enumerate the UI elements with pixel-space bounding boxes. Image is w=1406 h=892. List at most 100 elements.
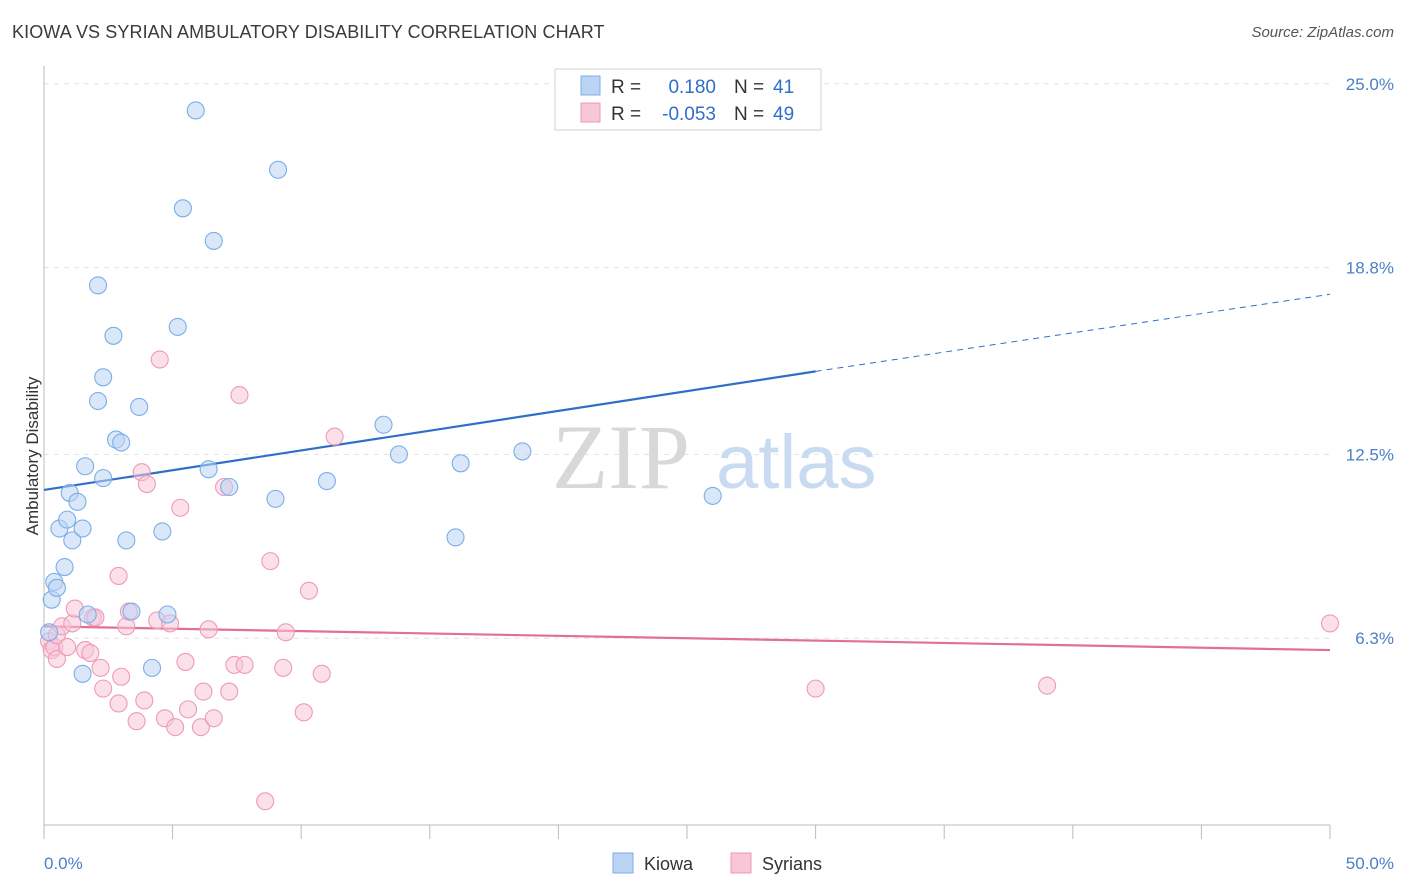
point-kiowa-12 — [76, 457, 95, 476]
data-points — [40, 101, 1340, 811]
grid-lines — [44, 83, 1330, 639]
legend-swatch-syrians — [580, 102, 601, 123]
point-syrians-28 — [166, 718, 185, 737]
y-tick-labels: 6.3% 12.5% 18.8% 25.0% — [1346, 75, 1394, 648]
legend-n-value-syrians: 49 — [773, 104, 794, 125]
point-kiowa-39 — [451, 454, 470, 473]
series-legend-swatch-kiowa — [612, 852, 634, 874]
source-credit: Source: ZipAtlas.com — [1251, 24, 1394, 41]
point-kiowa-21 — [117, 531, 136, 550]
point-kiowa-35 — [317, 472, 336, 491]
watermark-atlas: atlas — [716, 420, 877, 505]
point-kiowa-17 — [94, 469, 113, 488]
y-tick-label-3: 25.0% — [1346, 75, 1394, 94]
point-syrians-44 — [276, 623, 295, 642]
point-kiowa-32 — [220, 477, 239, 497]
legend-swatch-kiowa — [580, 75, 601, 96]
point-kiowa-40 — [513, 442, 532, 461]
legend-r-label-kiowa: R = — [611, 77, 641, 98]
point-syrians-7 — [63, 614, 82, 633]
point-syrians-16 — [109, 694, 128, 713]
point-syrians-39 — [230, 386, 249, 405]
y-axis-title: Ambulatory Disability — [23, 376, 42, 535]
point-syrians-31 — [178, 700, 198, 719]
trend-lines — [43, 293, 1331, 652]
point-kiowa-15 — [88, 276, 108, 295]
point-kiowa-23 — [130, 397, 149, 417]
point-kiowa-30 — [199, 460, 218, 479]
point-syrians-25 — [150, 350, 169, 369]
point-kiowa-37 — [389, 445, 408, 464]
point-syrians-3 — [47, 649, 66, 669]
point-syrians-37 — [220, 682, 239, 701]
point-kiowa-26 — [158, 605, 177, 624]
point-kiowa-16 — [94, 368, 113, 387]
point-kiowa-11 — [73, 664, 92, 683]
legend-r-value-syrians: -0.053 — [662, 104, 716, 125]
legend-r-value-kiowa: 0.180 — [668, 77, 716, 98]
point-syrians-13 — [91, 658, 110, 677]
point-kiowa-10 — [73, 519, 92, 538]
stats-legend: R = 0.180 N = 41 R = -0.053 N = 49 — [554, 68, 822, 131]
point-syrians-50 — [1038, 676, 1057, 695]
point-syrians-30 — [176, 652, 195, 671]
point-syrians-46 — [299, 581, 318, 600]
point-syrians-47 — [312, 664, 331, 683]
point-kiowa-13 — [78, 605, 97, 624]
point-syrians-6 — [58, 638, 77, 657]
x-ticks — [43, 825, 1331, 839]
point-syrians-22 — [135, 691, 154, 710]
trend-extension-kiowa — [815, 293, 1331, 372]
point-syrians-20 — [127, 712, 146, 731]
point-syrians-35 — [204, 709, 223, 728]
y-tick-label-1: 12.5% — [1346, 445, 1394, 464]
x-tick-label-min: 0.0% — [44, 854, 83, 873]
point-syrians-41 — [256, 792, 275, 811]
legend-n-value-kiowa: 41 — [773, 77, 794, 98]
watermark: ZIP atlas — [552, 406, 877, 508]
trend-line-kiowa — [43, 370, 816, 492]
series-legend-label-kiowa: Kiowa — [644, 854, 694, 874]
series-legend-label-syrians: Syrians — [762, 854, 822, 874]
point-kiowa-36 — [374, 415, 393, 434]
point-kiowa-33 — [266, 489, 285, 508]
point-syrians-43 — [274, 658, 293, 677]
point-kiowa-0 — [40, 623, 59, 642]
point-syrians-40 — [235, 655, 254, 674]
point-syrians-17 — [112, 667, 131, 686]
point-kiowa-24 — [142, 658, 162, 677]
point-syrians-10 — [81, 643, 100, 663]
series-legend: Kiowa Syrians — [612, 852, 822, 874]
trend-line-syrians — [43, 625, 1331, 652]
point-kiowa-28 — [173, 199, 192, 218]
y-tick-label-0: 6.3% — [1355, 629, 1394, 648]
point-kiowa-3 — [47, 578, 66, 597]
point-syrians-45 — [294, 703, 313, 722]
point-kiowa-6 — [58, 510, 77, 529]
point-kiowa-27 — [168, 317, 187, 336]
legend-n-label-kiowa: N = — [734, 77, 764, 98]
chart-title: KIOWA VS SYRIAN AMBULATORY DISABILITY CO… — [12, 22, 605, 42]
point-syrians-33 — [194, 682, 213, 701]
point-kiowa-41 — [703, 486, 722, 505]
point-kiowa-22 — [122, 602, 141, 621]
legend-n-label-syrians: N = — [734, 104, 764, 125]
point-kiowa-9 — [68, 492, 87, 511]
point-syrians-51 — [1320, 614, 1340, 633]
point-syrians-29 — [171, 498, 190, 517]
point-syrians-23 — [137, 474, 156, 494]
point-syrians-34 — [199, 620, 218, 639]
point-kiowa-31 — [204, 231, 223, 250]
watermark-zip: ZIP — [552, 406, 690, 508]
point-kiowa-8 — [63, 531, 82, 550]
point-kiowa-18 — [104, 326, 123, 345]
point-syrians-14 — [94, 679, 113, 698]
point-syrians-42 — [261, 552, 280, 571]
point-syrians-15 — [109, 566, 128, 586]
point-kiowa-5 — [55, 558, 74, 577]
y-tick-label-2: 18.8% — [1346, 259, 1394, 278]
point-kiowa-29 — [186, 101, 205, 120]
point-kiowa-14 — [88, 391, 108, 411]
legend-r-label-syrians: R = — [611, 104, 641, 125]
